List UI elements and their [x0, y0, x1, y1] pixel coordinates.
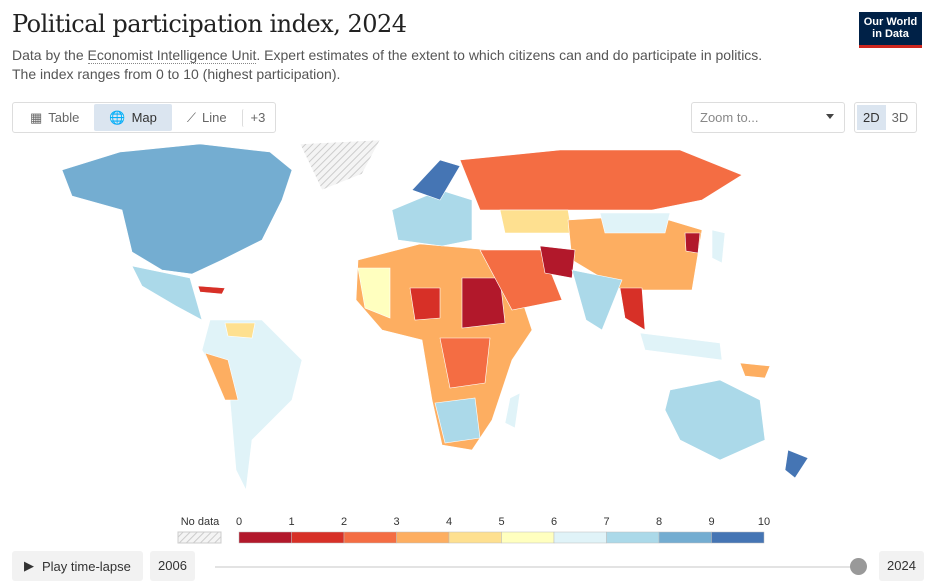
zoom-to-select[interactable]: Zoom to...: [691, 102, 845, 133]
legend-tick: 7: [603, 516, 609, 528]
russia: [459, 149, 743, 211]
new-zealand: [784, 449, 809, 479]
legend-bin[interactable]: [553, 531, 607, 544]
legend-tick: 2: [341, 516, 347, 528]
venezuela: [224, 322, 256, 339]
myanmar: [619, 287, 646, 331]
australia: [664, 379, 766, 461]
south-america: [201, 319, 303, 492]
globe-icon: 🌐: [109, 109, 126, 125]
legend-tick: 8: [656, 516, 662, 528]
scandinavia: [411, 159, 461, 201]
andes: [204, 352, 239, 401]
tab-label: Map: [131, 110, 157, 125]
madagascar: [504, 392, 521, 429]
central-africa: [439, 337, 491, 389]
tab-map[interactable]: 🌐 Map: [94, 104, 172, 131]
end-year[interactable]: 2024: [879, 551, 924, 581]
sudan: [461, 277, 506, 329]
japan: [711, 229, 726, 264]
page-title: Political participation index, 2024: [12, 10, 407, 38]
southern-africa: [434, 397, 481, 444]
timeline-track[interactable]: [215, 566, 860, 568]
legend-bin[interactable]: [448, 531, 502, 544]
owid-logo[interactable]: Our World in Data: [859, 12, 922, 48]
world-map[interactable]: [0, 138, 928, 508]
projection-toggle: 2D 3D: [854, 102, 918, 133]
legend-no-data-swatch: [177, 531, 222, 544]
subtitle-text: Data by the: [12, 47, 88, 63]
color-legend: No data 0 1 2 3 4 5 6 7 8 9 10: [160, 512, 780, 553]
legend-tick: 1: [288, 516, 294, 528]
tab-more[interactable]: +3: [241, 108, 274, 127]
papua: [739, 362, 771, 379]
source-link[interactable]: Economist Intelligence Unit: [87, 47, 257, 64]
greenland: [299, 139, 381, 191]
legend-bin[interactable]: [711, 531, 765, 544]
legend-tick: 10: [758, 516, 770, 528]
3d-button[interactable]: 3D: [891, 110, 909, 125]
subtitle: Data by the Economist Intelligence Unit.…: [12, 46, 842, 84]
middle-east: [479, 249, 563, 311]
sahel-red: [409, 287, 441, 321]
central-america: [131, 265, 203, 321]
europe: [391, 189, 473, 247]
tab-table[interactable]: ▦ Table: [15, 104, 94, 131]
view-tabs: ▦ Table 🌐 Map ⟋ Line +3: [12, 102, 277, 133]
legend-bin[interactable]: [238, 531, 292, 544]
subtitle-text: . Expert estimates of the extent to whic…: [256, 47, 763, 63]
tab-label: Table: [48, 110, 80, 125]
legend-bin[interactable]: [291, 531, 345, 544]
legend-bin[interactable]: [658, 531, 712, 544]
subtitle-line2: The index ranges from 0 to 10 (highest p…: [12, 66, 341, 82]
tab-line[interactable]: ⟋ Line: [172, 104, 242, 131]
play-timelapse-button[interactable]: ▶ Play time-lapse: [12, 551, 143, 581]
table-icon: ▦: [30, 109, 43, 125]
tab-label: Line: [201, 110, 227, 125]
legend-bin[interactable]: [343, 531, 397, 544]
caribbean: [197, 285, 226, 295]
legend-tick: 3: [393, 516, 399, 528]
chevron-down-icon: [826, 114, 834, 119]
legend-tick: 5: [498, 516, 504, 528]
line-chart-icon: ⟋: [186, 109, 196, 125]
legend-no-data-label: No data: [181, 516, 220, 528]
north-america: [61, 143, 293, 275]
legend-tick: 9: [708, 516, 714, 528]
west-africa: [357, 267, 391, 319]
2d-button[interactable]: 2D: [857, 105, 886, 130]
indonesia: [639, 332, 723, 361]
legend-bin[interactable]: [606, 531, 660, 544]
play-label: Play time-lapse: [42, 558, 131, 574]
kazakhstan: [499, 209, 573, 234]
legend-tick: 6: [551, 516, 557, 528]
mongolia: [599, 212, 671, 234]
legend-bin[interactable]: [396, 531, 450, 544]
legend-bin[interactable]: [501, 531, 555, 544]
afghanistan: [539, 245, 576, 279]
start-year[interactable]: 2006: [150, 551, 195, 581]
legend-tick: 0: [236, 516, 242, 528]
india: [571, 269, 623, 331]
timeline-handle[interactable]: [850, 558, 867, 575]
north-korea: [684, 232, 701, 254]
zoom-placeholder: Zoom to...: [700, 110, 759, 125]
play-icon: ▶: [24, 558, 34, 573]
legend-tick: 4: [446, 516, 452, 528]
